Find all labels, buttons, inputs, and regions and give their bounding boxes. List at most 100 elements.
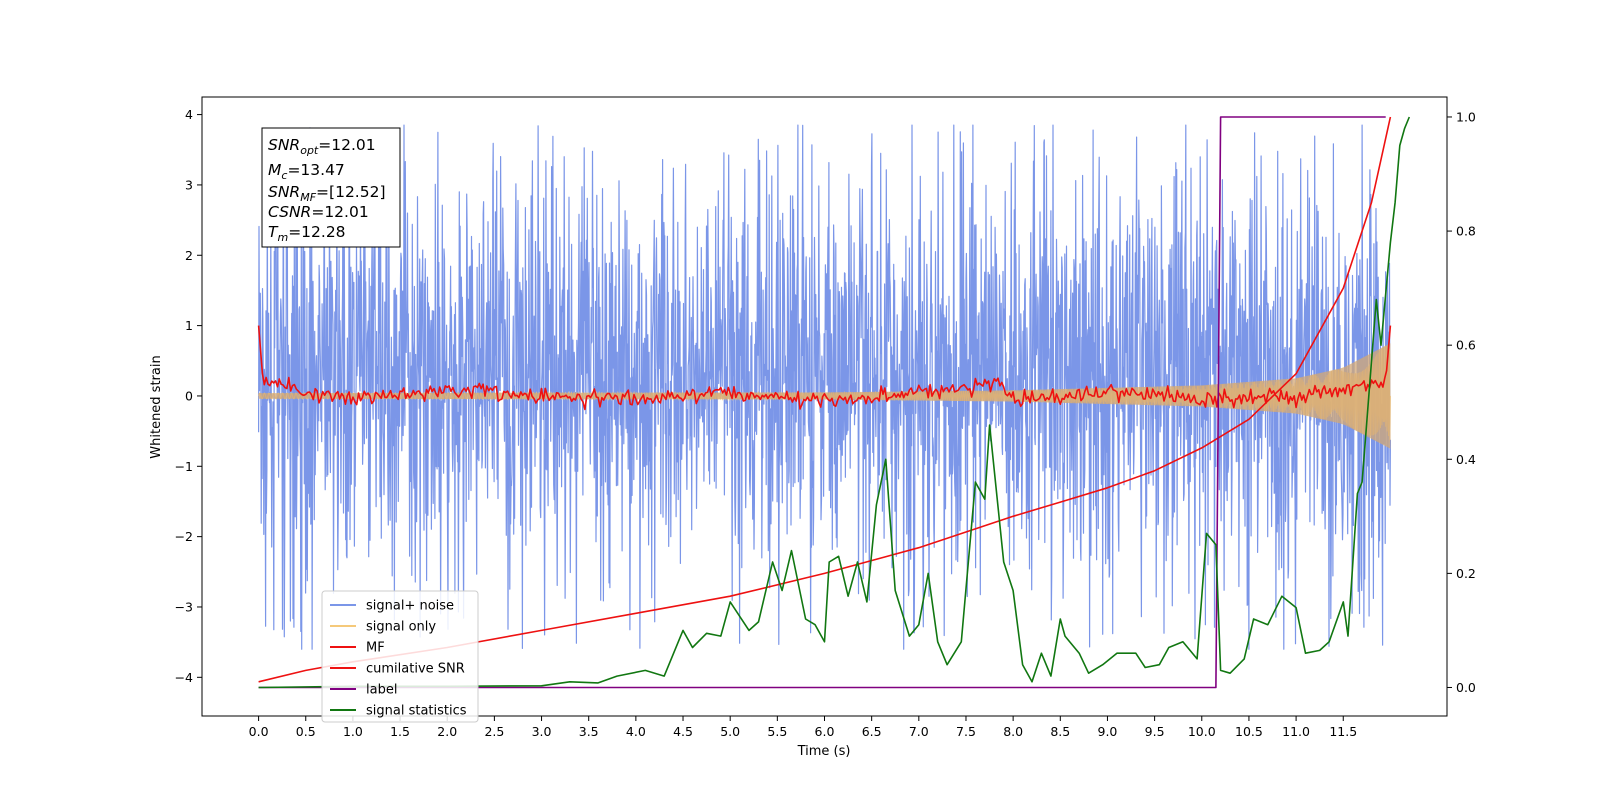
- x-tick: 7.5: [956, 716, 976, 739]
- legend-entry: cumilative SNR: [330, 662, 465, 677]
- x-tick-label: 11.0: [1282, 724, 1310, 739]
- series-label: [258, 116, 1386, 689]
- legend-entry: signal only: [330, 620, 436, 635]
- legend-label: label: [366, 683, 397, 698]
- x-tick: 0.5: [296, 716, 316, 739]
- x-tick: 10.5: [1235, 716, 1263, 739]
- x-tick: 4.5: [673, 716, 693, 739]
- y-tick: 2: [185, 248, 202, 263]
- x-tick-label: 1.0: [343, 724, 363, 739]
- legend-label: signal only: [366, 620, 436, 635]
- x-tick-label: 6.5: [862, 724, 882, 739]
- info-box-frame: [261, 127, 401, 248]
- y-tick: −4: [175, 670, 202, 685]
- y2-tick-label: 0.6: [1456, 338, 1476, 353]
- y-tick: −3: [175, 599, 202, 614]
- y-tick: 0: [185, 388, 202, 403]
- legend-entry: MF: [330, 641, 385, 656]
- x-tick-label: 11.5: [1329, 724, 1357, 739]
- x-tick-label: 1.5: [390, 724, 410, 739]
- legend-entry: signal+ noise: [330, 599, 454, 614]
- x-tick: 9.5: [1145, 716, 1165, 739]
- x-tick: 6.5: [862, 716, 882, 739]
- y-tick-label: 2: [185, 248, 193, 263]
- y2-tick-label: 0.0: [1456, 680, 1476, 695]
- x-tick: 11.5: [1329, 716, 1357, 739]
- x-tick-label: 2.5: [484, 724, 504, 739]
- info-tm: Tm=12.28: [268, 223, 346, 244]
- y2-tick: 0.6: [1447, 338, 1476, 353]
- y-tick: −2: [175, 529, 202, 544]
- series-mf: [257, 325, 1392, 411]
- x-tick-label: 7.5: [956, 724, 976, 739]
- x-tick-label: 5.0: [720, 724, 740, 739]
- x-tick: 3.0: [532, 716, 552, 739]
- x-tick: 7.0: [909, 716, 929, 739]
- info-csnr: CSNR=12.01: [268, 203, 369, 221]
- x-tick: 8.5: [1050, 716, 1070, 739]
- y-tick: 4: [185, 107, 202, 122]
- x-tick-label: 0.0: [249, 724, 269, 739]
- y-tick-label: −2: [175, 529, 193, 544]
- x-tick-label: 9.0: [1098, 724, 1118, 739]
- info-snr-opt: SNRopt=12.01: [268, 136, 376, 157]
- y2-tick: 0.0: [1447, 680, 1476, 695]
- y2-axis-ticks: 1.0 0.8 0.6 0.4 0.2 0.0: [1447, 109, 1476, 695]
- legend-label: MF: [366, 641, 385, 656]
- y2-tick-label: 0.8: [1456, 224, 1476, 239]
- x-tick-label: 10.0: [1188, 724, 1216, 739]
- x-tick-label: 7.0: [909, 724, 929, 739]
- x-tick-label: 4.5: [673, 724, 693, 739]
- x-tick: 2.5: [484, 716, 504, 739]
- legend-entry: signal statistics: [330, 704, 467, 719]
- x-tick-label: 8.0: [1003, 724, 1023, 739]
- x-tick: 8.0: [1003, 716, 1023, 739]
- info-box: SNRopt=12.01 Mc=13.47 SNRMF=[12.52] CSNR…: [261, 127, 401, 248]
- x-tick: 5.5: [767, 716, 787, 739]
- x-tick-label: 9.5: [1145, 724, 1165, 739]
- x-tick: 11.0: [1282, 716, 1310, 739]
- series-signal-statistics: [258, 116, 1411, 689]
- y-tick: 3: [185, 177, 202, 192]
- x-tick: 10.0: [1188, 716, 1216, 739]
- y2-tick-label: 0.2: [1456, 566, 1476, 581]
- y-axis-ticks: 4 3 2 1 0 −1 −2 −3 −4: [175, 107, 202, 685]
- y-tick: 1: [185, 318, 202, 333]
- legend-entry: label: [330, 683, 397, 698]
- x-tick: 0.0: [249, 716, 269, 739]
- y2-tick-label: 0.4: [1456, 452, 1476, 467]
- y-tick-label: 1: [185, 318, 193, 333]
- legend-label: cumilative SNR: [366, 662, 465, 677]
- y-tick-label: 4: [185, 107, 193, 122]
- x-tick-label: 2.0: [437, 724, 457, 739]
- x-tick-label: 8.5: [1050, 724, 1070, 739]
- x-axis-label: Time (s): [797, 744, 851, 759]
- y2-tick-label: 1.0: [1456, 109, 1476, 124]
- y-tick-label: 0: [185, 388, 193, 403]
- y-tick-label: −1: [175, 459, 193, 474]
- series-signal-only-envelope: [258, 343, 1391, 449]
- info-snr-mf: SNRMF=[12.52]: [268, 183, 386, 204]
- x-tick: 4.0: [626, 716, 646, 739]
- y-tick-label: −3: [175, 599, 193, 614]
- x-tick-label: 3.5: [579, 724, 599, 739]
- x-tick-label: 5.5: [767, 724, 787, 739]
- x-axis-ticks: 0.0 0.5 1.0 1.5 2.0 2.5 3.0 3.5 4.0 4.5 5.0 5.5 6.0 6…: [249, 716, 1357, 739]
- legend: signal+ noise signal only MF cumilative SNR…: [321, 590, 479, 723]
- x-tick-label: 4.0: [626, 724, 646, 739]
- legend-label: signal statistics: [366, 704, 467, 719]
- x-tick: 6.0: [815, 716, 835, 739]
- x-tick-label: 6.0: [815, 724, 835, 739]
- y2-tick: 0.4: [1447, 452, 1476, 467]
- y2-tick: 0.2: [1447, 566, 1476, 581]
- x-tick-label: 0.5: [296, 724, 316, 739]
- x-tick: 5.0: [720, 716, 740, 739]
- y-axis-label: Whitened strain: [149, 355, 164, 458]
- y-tick-label: 3: [185, 177, 193, 192]
- x-tick: 9.0: [1098, 716, 1118, 739]
- series-layer: [257, 116, 1411, 689]
- x-tick-label: 10.5: [1235, 724, 1263, 739]
- x-tick-label: 3.0: [532, 724, 552, 739]
- legend-frame: [321, 590, 479, 723]
